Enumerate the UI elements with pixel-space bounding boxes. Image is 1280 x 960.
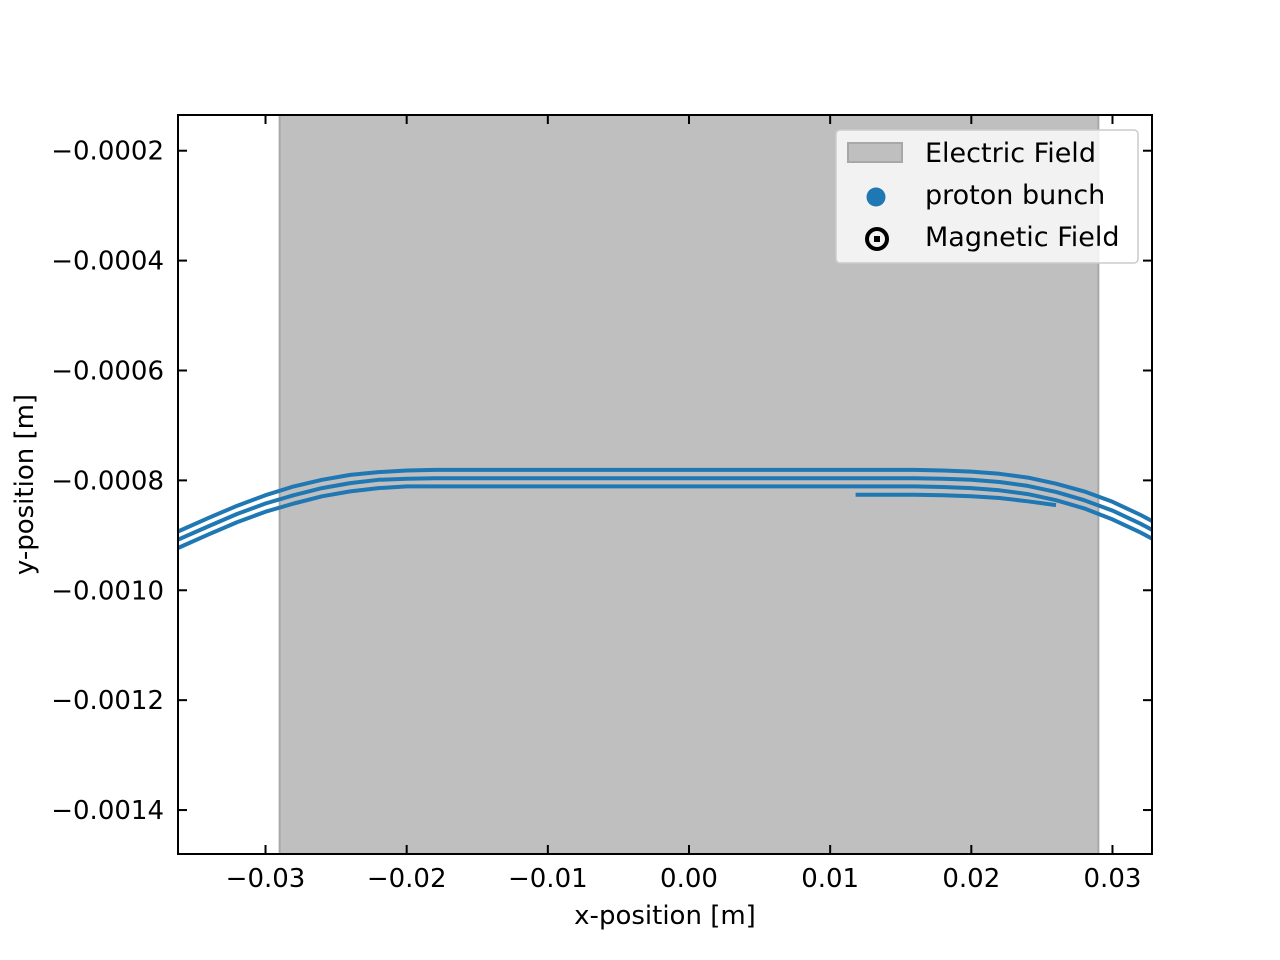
y-axis-label: y-position [m]	[10, 394, 40, 575]
legend-box	[835, 129, 1139, 264]
legend: Electric Field proton bunch Magnetic Fie…	[835, 129, 1139, 264]
legend-electric-field-swatch	[847, 142, 903, 163]
y-tick-label: −0.0006	[51, 356, 164, 386]
trajectory-series-layer	[178, 467, 1152, 550]
magnetic-field-center-dot	[874, 236, 880, 242]
y-tick-label: −0.0002	[51, 137, 164, 167]
legend-label-proton-bunch: proton bunch	[925, 180, 1105, 211]
y-tick-label: −0.0014	[51, 796, 164, 826]
legend-label-magnetic-field: Magnetic Field	[925, 222, 1120, 253]
y-tick-label: −0.0004	[51, 247, 164, 277]
x-tick-label: −0.02	[367, 864, 447, 894]
x-axis-label: x-position [m]	[574, 901, 756, 931]
x-tick-label: −0.03	[226, 864, 306, 894]
y-tick-label: −0.0012	[51, 686, 164, 716]
x-tick-label: 0.01	[801, 864, 859, 894]
trajectory-line-2	[178, 476, 1152, 542]
y-axis-ticks: −0.0002 −0.0004 −0.0006 −0.0008 −0.0010 −0.00…	[51, 137, 1152, 826]
x-tick-label: 0.02	[942, 864, 1000, 894]
magnetic-field-ring	[865, 227, 889, 251]
x-tick-label: 0.03	[1084, 864, 1142, 894]
magnetic-field-out-of-page-icon	[865, 227, 889, 251]
plot-frame	[177, 114, 1153, 855]
x-tick-label: −0.01	[508, 864, 588, 894]
legend-label-electric-field: Electric Field	[925, 138, 1096, 169]
y-tick-label: −0.0010	[51, 576, 164, 606]
y-tick-label: −0.0008	[51, 466, 164, 496]
x-axis-ticks: −0.03 −0.02 −0.01 0.00 0.01 0.02 0.03	[226, 115, 1142, 894]
trajectory-line-1	[178, 467, 1152, 534]
trajectory-line-3	[178, 484, 1152, 550]
x-tick-label: 0.00	[660, 864, 718, 894]
trajectory-line-4	[855, 492, 1057, 508]
legend-proton-bunch-marker	[866, 187, 886, 207]
